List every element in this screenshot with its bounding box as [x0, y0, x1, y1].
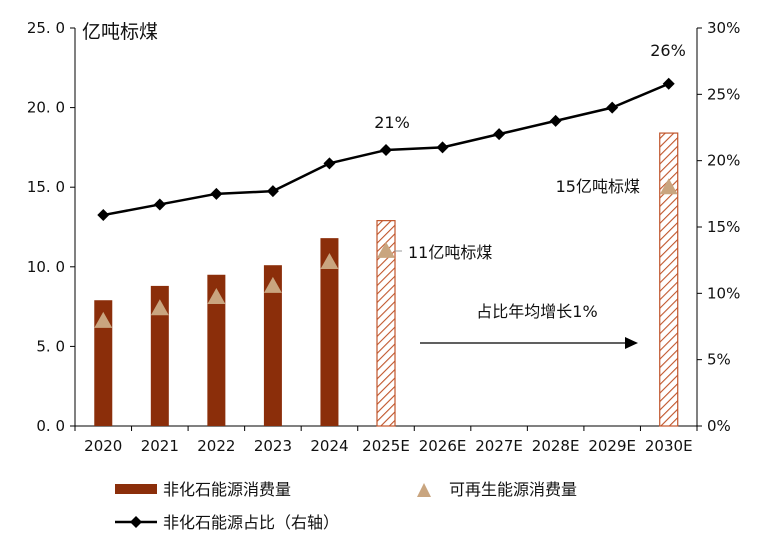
- legend-bar-swatch: [115, 484, 157, 494]
- left-tick-label: 5. 0: [36, 337, 65, 355]
- annotation-growth: 占比年均增长1%: [476, 302, 597, 321]
- x-tick-label: 2021: [141, 437, 179, 455]
- ratio-point: [606, 101, 619, 114]
- renewable-point: [94, 311, 113, 328]
- right-tick-label: 25%: [707, 85, 740, 103]
- x-tick-label: 2020: [84, 437, 122, 455]
- x-tick-label: 2023: [254, 437, 292, 455]
- left-tick-label: 20. 0: [27, 99, 65, 117]
- ratio-point: [153, 198, 166, 211]
- left-tick-label: 10. 0: [27, 258, 65, 276]
- renewable-point: [207, 288, 226, 305]
- renewable-markers-series: [94, 178, 678, 328]
- annotation-renew-2030: 15亿吨标煤: [556, 177, 640, 196]
- annotation-pct-2025: 21%: [374, 113, 410, 132]
- bar: [207, 274, 226, 426]
- legend: 非化石能源消费量 可再生能源消费量 非化石能源占比（右轴）: [115, 480, 577, 532]
- ratio-point: [436, 141, 449, 154]
- legend-diamond-marker: [130, 516, 142, 528]
- right-tick-label: 20%: [707, 152, 740, 170]
- x-tick-label: 2028E: [532, 437, 580, 455]
- right-tick-label: 30%: [707, 19, 740, 37]
- axes: 0. 0 5. 0 10. 0 15. 0 20. 0 25. 0 0% 5% 10% 15% 20…: [27, 19, 741, 455]
- right-tick-label: 0%: [707, 417, 731, 435]
- bars-series: [94, 132, 679, 427]
- legend-bar-label: 非化石能源消费量: [163, 480, 291, 499]
- bar: [320, 238, 339, 426]
- forecast-bar: [659, 132, 679, 427]
- x-tick-label: 2029E: [588, 437, 636, 455]
- x-tick-label: 2027E: [475, 437, 523, 455]
- renewable-point: [320, 253, 339, 270]
- ratio-point: [323, 157, 336, 170]
- legend-line-label: 非化石能源占比（右轴）: [163, 513, 339, 532]
- legend-triangle-label: 可再生能源消费量: [449, 480, 577, 499]
- annotations: 亿吨标煤 21% 26% 11亿吨标煤 15亿吨标煤 占比年均增长1%: [82, 21, 686, 349]
- left-tick-label: 0. 0: [36, 417, 65, 435]
- ratio-point: [549, 114, 562, 127]
- renewable-point: [150, 299, 169, 316]
- unit-label: 亿吨标煤: [82, 21, 158, 43]
- x-tick-label: 2024: [310, 437, 348, 455]
- legend-triangle-swatch: [417, 483, 431, 497]
- renewable-point: [377, 241, 395, 258]
- x-tick-label: 2025E: [362, 437, 410, 455]
- annotation-pct-2030: 26%: [650, 41, 686, 60]
- x-tick-label: 2026E: [419, 437, 467, 455]
- ratio-point: [210, 187, 223, 200]
- right-tick-label: 10%: [707, 284, 740, 302]
- ratio-point: [380, 144, 392, 157]
- x-tick-label: 2030E: [645, 437, 693, 455]
- bar: [150, 285, 169, 426]
- growth-arrow-head: [625, 337, 638, 349]
- bar: [263, 265, 282, 426]
- renewable-point: [263, 276, 282, 293]
- forecast-bar: [376, 220, 396, 427]
- right-tick-label: 5%: [707, 351, 731, 369]
- ratio-line-series: [97, 77, 675, 222]
- bar: [94, 300, 113, 426]
- ratio-point: [97, 209, 110, 222]
- right-tick-label: 15%: [707, 218, 740, 236]
- renewable-point: [659, 178, 678, 195]
- ratio-point: [662, 77, 675, 90]
- ratio-point: [266, 185, 279, 198]
- x-tick-label: 2022: [197, 437, 235, 455]
- left-tick-label: 25. 0: [27, 19, 65, 37]
- left-tick-label: 15. 0: [27, 178, 65, 196]
- ratio-point: [493, 128, 506, 141]
- annotation-renew-2025: 11亿吨标煤: [408, 243, 492, 262]
